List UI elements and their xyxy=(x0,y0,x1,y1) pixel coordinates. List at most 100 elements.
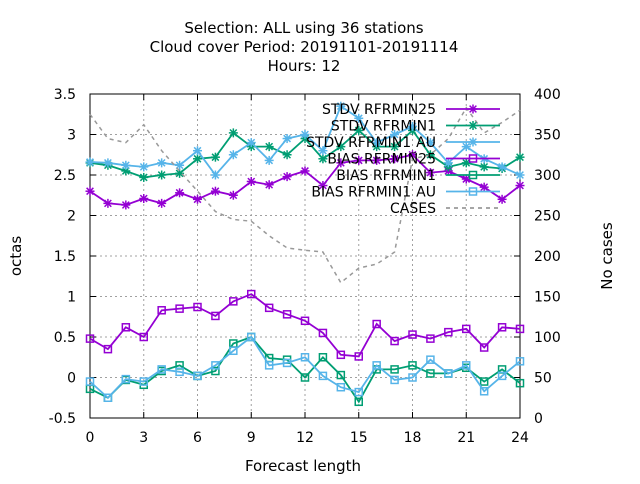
data-point xyxy=(479,387,489,396)
series-6 xyxy=(85,332,525,402)
data-point xyxy=(336,142,346,152)
data-point xyxy=(157,306,166,315)
data-point xyxy=(354,397,363,407)
data-point xyxy=(121,374,131,384)
data-point xyxy=(139,162,149,172)
y2-tick-label: 300 xyxy=(534,168,561,184)
series xyxy=(85,101,525,407)
data-point xyxy=(193,302,202,312)
data-point xyxy=(462,324,471,334)
data-point xyxy=(121,160,131,170)
data-point xyxy=(228,190,238,200)
data-point xyxy=(193,194,202,204)
data-point xyxy=(444,369,453,378)
legend-label: BIAS RFRMIN25 xyxy=(327,152,436,168)
x-tick-label: 24 xyxy=(511,430,529,446)
y-tick-label: 1.5 xyxy=(54,249,76,265)
data-point xyxy=(264,142,274,152)
data-point xyxy=(157,198,167,208)
y2-tick-label: 350 xyxy=(534,128,561,144)
data-point xyxy=(210,170,220,180)
data-point xyxy=(264,361,274,370)
x-tick-label: 15 xyxy=(350,430,368,446)
data-point xyxy=(318,146,328,156)
data-point xyxy=(468,104,478,114)
data-point xyxy=(497,194,507,204)
data-point xyxy=(282,358,292,368)
y-tick-label: 0.5 xyxy=(54,330,76,346)
data-point xyxy=(354,352,363,361)
data-point xyxy=(246,138,256,148)
legend-item: STDV RFRMIN1 xyxy=(331,119,500,135)
data-point xyxy=(390,365,399,374)
data-point xyxy=(211,366,220,376)
data-point xyxy=(210,152,220,162)
data-point xyxy=(85,157,95,167)
data-point xyxy=(264,303,274,313)
data-point xyxy=(282,150,292,160)
data-point xyxy=(390,130,400,139)
data-point xyxy=(479,182,489,192)
data-point xyxy=(103,158,113,168)
x-tick-label: 6 xyxy=(193,430,202,446)
y-tick-label: 2.5 xyxy=(54,168,76,184)
title-line-1: Selection: ALL using 36 stations xyxy=(184,19,423,37)
data-point xyxy=(193,371,202,381)
data-point xyxy=(390,154,400,164)
data-point xyxy=(390,375,399,385)
data-point xyxy=(497,162,507,172)
data-point xyxy=(462,361,471,370)
data-point xyxy=(282,134,292,144)
data-point xyxy=(103,393,113,402)
data-point xyxy=(468,137,478,147)
data-point xyxy=(282,310,292,319)
title-line-2: Cloud cover Period: 20191101-20191114 xyxy=(150,38,459,56)
legend-item: CASES xyxy=(390,201,500,217)
data-point xyxy=(318,328,328,338)
data-point xyxy=(103,344,113,354)
data-point xyxy=(85,377,95,386)
series-3 xyxy=(85,101,525,180)
data-point xyxy=(468,154,478,163)
series-4 xyxy=(85,289,525,361)
data-point xyxy=(175,367,184,377)
y2-tick-label: 250 xyxy=(534,209,561,225)
x-tick-label: 3 xyxy=(139,430,148,446)
data-point xyxy=(211,361,220,370)
y2-tick-label: 200 xyxy=(534,249,561,265)
data-point xyxy=(300,166,310,176)
data-point xyxy=(157,365,166,374)
series-line xyxy=(89,106,521,284)
data-point xyxy=(515,181,525,191)
data-point xyxy=(372,319,381,329)
y-tick-label: 2 xyxy=(67,209,76,225)
data-point xyxy=(468,187,478,196)
title-line-3: Hours: 12 xyxy=(268,57,341,75)
legend-label: BIAS RFRMIN1_AU xyxy=(311,185,436,204)
data-point xyxy=(318,371,328,381)
data-point xyxy=(193,154,202,164)
series-7 xyxy=(89,106,521,284)
legend-label: STDV RFRMIN1_AU xyxy=(306,135,436,154)
data-point xyxy=(228,150,238,160)
data-point xyxy=(372,155,382,165)
legend-label: BIAS RFRMIN1 xyxy=(336,168,436,184)
data-point xyxy=(515,170,525,180)
y-tick-label: 0 xyxy=(67,371,76,387)
data-point xyxy=(193,146,202,156)
data-point xyxy=(210,186,220,196)
y-axis-label: octas xyxy=(7,236,25,276)
data-point xyxy=(228,128,238,138)
x-tick-label: 0 xyxy=(86,430,95,446)
data-point xyxy=(390,336,399,346)
x-tick-label: 9 xyxy=(247,430,256,446)
legend-item: STDV RFRMIN1_AU xyxy=(306,135,500,154)
y-tick-label: 3 xyxy=(67,128,76,144)
data-point xyxy=(211,311,220,321)
data-point xyxy=(139,332,148,342)
x-tick-label: 12 xyxy=(296,430,314,446)
data-point xyxy=(515,324,525,334)
data-point xyxy=(318,154,328,164)
data-point xyxy=(461,158,471,168)
